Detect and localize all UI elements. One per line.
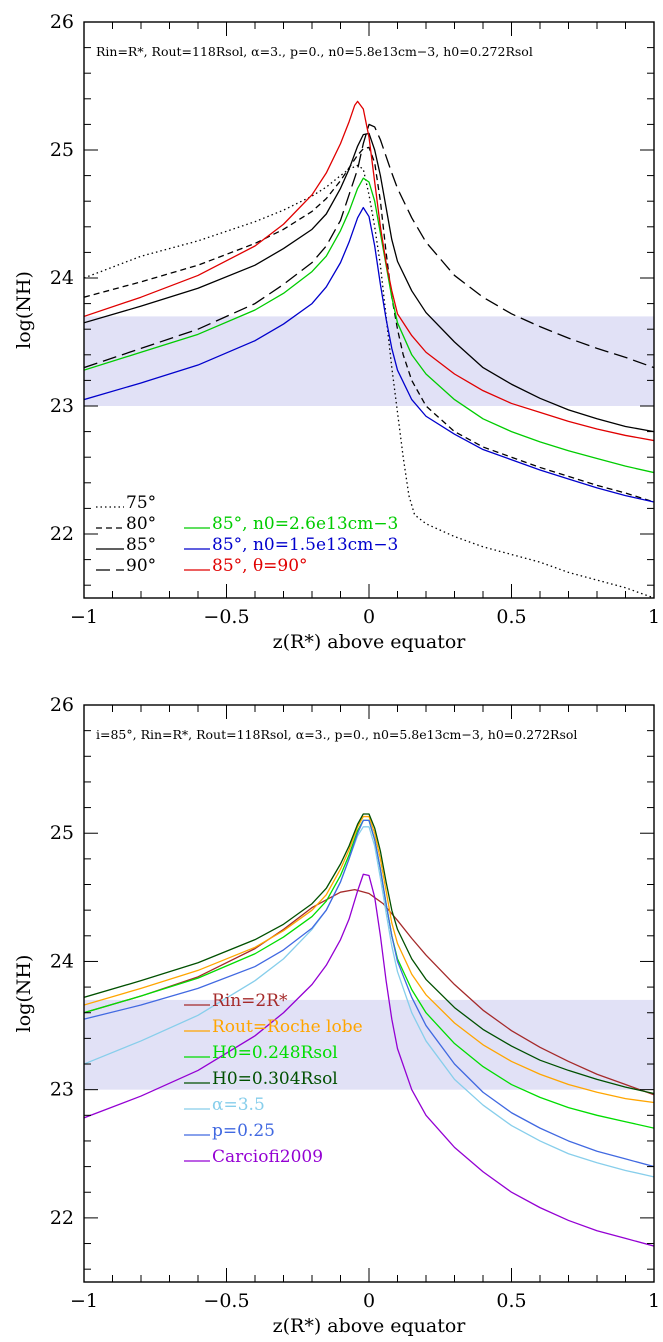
series-line-5: [84, 206, 654, 503]
plot-frame: [83, 21, 655, 599]
y-tick-label: 24: [50, 267, 74, 289]
series-group: [84, 100, 654, 598]
legend-label-left: 90°: [126, 556, 156, 576]
y-tick-label: 25: [50, 139, 74, 161]
x-tick-label: 0.5: [496, 606, 526, 628]
y-tick-label: 23: [50, 1079, 74, 1101]
legend-label: α=3.5: [212, 1095, 265, 1115]
x-tick-label: −0.5: [203, 606, 249, 628]
x-tick-label: −0.5: [203, 1290, 249, 1312]
series-line-1: [84, 815, 654, 1104]
series-line-5: [84, 819, 654, 1168]
y-axis-label: log(NH): [13, 955, 35, 1033]
series-line-3: [84, 813, 654, 1095]
x-tick-label: 1: [648, 606, 660, 628]
series-line-4: [84, 177, 654, 474]
x-axis-label: z(R*) above equator: [273, 1315, 467, 1337]
legend-label-left: 75°: [126, 493, 156, 513]
legend-label-right: 85°, n0=2.6e13cm−3: [212, 514, 398, 534]
y-tick-label: 24: [50, 950, 74, 972]
legend-label-right: 85°, n0=1.5e13cm−3: [212, 535, 398, 555]
legend-label-left: 85°: [126, 535, 156, 555]
legend-label: Rin=2R*: [212, 991, 288, 1011]
series-line-6: [84, 100, 654, 442]
panel-bottom-chart: −1 −0.5 0 0.5 1 22 23 24 25 26 z(R*) above equator…: [13, 694, 660, 1337]
parameter-annotation: Rin=R*, Rout=118Rsol, α=3., p=0., n0=5.8…: [96, 44, 533, 59]
y-tick-label: 22: [50, 1207, 74, 1229]
panel-top-chart: −1 −0.5 0 0.5 1 22 23 24 25 26 z(R*) above equator…: [13, 11, 660, 653]
y-tick-label: 26: [50, 11, 74, 33]
series-group: [84, 813, 654, 1247]
series-line-6: [84, 873, 654, 1247]
y-tick-label: 26: [50, 694, 74, 716]
x-tick-label: 0: [363, 1290, 375, 1312]
shaded-band: [84, 316, 654, 406]
y-tick-label: 25: [50, 822, 74, 844]
x-tick-label: 1: [648, 1290, 660, 1312]
x-tick-label: 0: [363, 606, 375, 628]
legend-label: p=0.25: [212, 1121, 275, 1141]
series-line-3: [84, 123, 654, 369]
series-line-4: [84, 826, 654, 1178]
legend-label-left: 80°: [126, 514, 156, 534]
series-line-1: [84, 146, 654, 503]
plot-frame: [83, 704, 655, 1283]
x-tick-label: 0.5: [496, 1290, 526, 1312]
legend-label: Carciofi2009: [212, 1147, 323, 1167]
legend-label: Rout=Roche lobe: [212, 1017, 363, 1037]
x-tick-label: −1: [70, 606, 98, 628]
shaded-band: [84, 999, 654, 1090]
x-tick-label: −1: [70, 1290, 98, 1312]
series-line-0: [84, 164, 654, 598]
legend-label: H0=0.304Rsol: [212, 1069, 338, 1089]
legend-label-right: 85°, θ=90°: [212, 556, 308, 576]
y-tick-label: 22: [50, 523, 74, 545]
series-line-2: [84, 132, 654, 433]
y-tick-label: 23: [50, 395, 74, 417]
parameter-annotation: i=85°, Rin=R*, Rout=118Rsol, α=3., p=0.,…: [96, 727, 577, 742]
x-axis-label: z(R*) above equator: [273, 631, 467, 653]
legend-label: H0=0.248Rsol: [212, 1043, 338, 1063]
y-axis-label: log(NH): [13, 271, 35, 349]
